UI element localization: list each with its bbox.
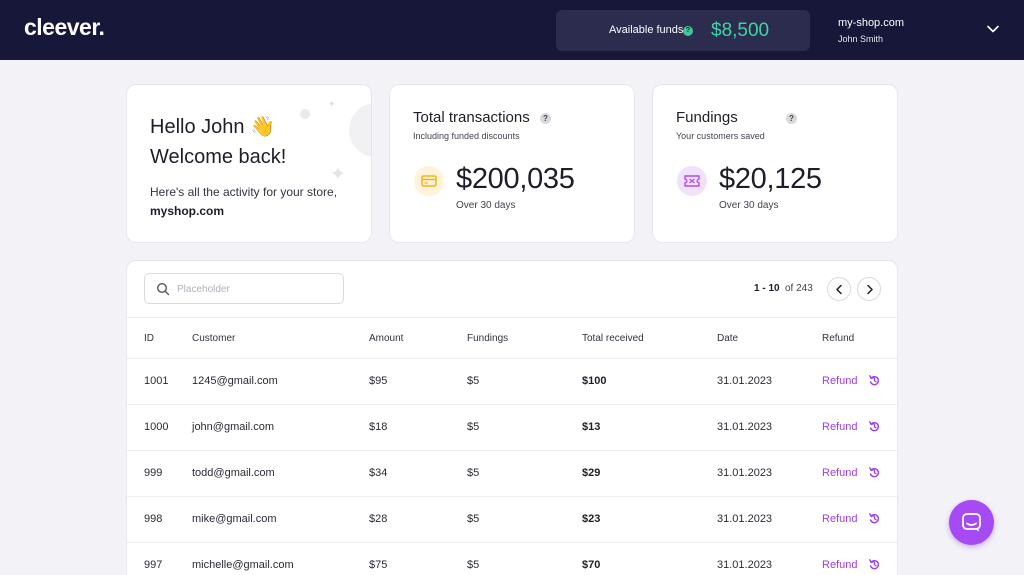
welcome-card: ✦ ✦ Hello John 👋 Welcome back! Here's al… [126,84,372,243]
cell-fundings: $5 [467,467,480,479]
table-row: 999 todd@gmail.com $34 $5 $29 31.01.2023… [127,451,897,497]
cell-amount: $18 [369,421,388,433]
greeting: Hello John 👋 [150,116,275,138]
table-header: ID Customer Amount Fundings Total receiv… [127,317,897,359]
logo[interactable]: cleever. [24,14,105,40]
cell-fundings: $5 [467,421,480,433]
ticket-icon [677,166,707,196]
column-header-amount: Amount [369,333,404,344]
question-icon[interactable]: ? [540,113,551,124]
sparkle-icon: ✦ [330,164,346,185]
refund-link[interactable]: Refund [822,421,858,433]
search-icon [156,282,170,296]
cell-date: 31.01.2023 [717,467,773,479]
card-subtitle: Your customers saved [676,131,765,141]
shop-name: my-shop.com [838,17,905,29]
cell-id: 999 [144,467,163,479]
cell-amount: $34 [369,467,388,479]
chat-icon [962,513,981,532]
cell-fundings: $5 [467,513,480,525]
total-transactions-card: Total transactions ? Including funded di… [389,84,635,243]
next-page-button[interactable] [857,277,881,301]
welcome-text: Here's all the activity for your store, [150,185,338,199]
cell-id: 998 [144,513,163,525]
cell-id: 1000 [144,421,169,433]
sparkle-icon: ✦ [328,99,336,109]
funds-label: Available funds [609,24,684,36]
pager-total: of 243 [785,283,813,294]
refund-link[interactable]: Refund [822,559,858,571]
cell-total-received: $29 [582,467,601,479]
question-icon[interactable]: ? [683,26,693,36]
cell-total-received: $100 [582,375,607,387]
table-row: 997 michelle@gmail.com $75 $5 $70 31.01.… [127,543,897,575]
cell-date: 31.01.2023 [717,559,773,571]
cell-customer: john@gmail.com [192,421,275,433]
decorative-circle [349,103,371,157]
column-header-customer: Customer [192,333,236,344]
cell-id: 997 [144,559,163,571]
period-text: Over 30 days [719,200,779,211]
funds-value: $8,500 [711,20,770,41]
transactions-table-card: 1 - 10 of 243 ID Customer Amount Funding… [126,260,898,575]
card-title: Fundings [676,109,738,126]
chevron-right-icon [867,284,873,295]
cell-amount: $75 [369,559,388,571]
column-header-fundings: Fundings [467,333,509,344]
table-row: 1000 john@gmail.com $18 $5 $13 31.01.202… [127,405,897,451]
search-box[interactable] [144,273,344,304]
column-header-total-received: Total received [582,333,644,344]
chevron-down-icon[interactable] [986,22,1000,36]
refund-icon[interactable] [868,420,881,433]
top-header: cleever. Available funds ? $8,500 my-sho… [0,0,1024,60]
cell-total-received: $23 [582,513,601,525]
cell-amount: $28 [369,513,388,525]
column-header-date: Date [717,333,739,344]
cell-date: 31.01.2023 [717,421,773,433]
cell-fundings: $5 [467,559,480,571]
cell-amount: $95 [369,375,388,387]
cell-customer: 1245@gmail.com [192,375,278,387]
cell-total-received: $13 [582,421,601,433]
cell-fundings: $5 [467,375,480,387]
store-name: myshop.com [150,204,225,218]
card-title: Total transactions [413,109,530,126]
card-subtitle: Including funded discounts [413,131,520,141]
fundings-value: $20,125 [719,163,822,195]
refund-link[interactable]: Refund [822,513,858,525]
cell-date: 31.01.2023 [717,375,773,387]
column-header-id: ID [144,333,154,344]
pager-range: 1 - 10 [754,283,780,294]
previous-page-button[interactable] [827,277,851,301]
cell-id: 1001 [144,375,169,387]
welcome-heading: Welcome back! [150,146,287,168]
chevron-left-icon [836,284,842,295]
available-funds-panel: Available funds ? $8,500 [556,10,810,51]
card-icon [414,166,444,196]
refund-icon[interactable] [868,466,881,479]
search-input[interactable] [177,280,337,298]
fundings-card: Fundings ? Your customers saved $20,125 … [652,84,898,243]
refund-link[interactable]: Refund [822,375,858,387]
transactions-value: $200,035 [456,163,575,195]
question-icon[interactable]: ? [786,113,797,124]
cell-date: 31.01.2023 [717,513,773,525]
cell-customer: todd@gmail.com [192,467,275,479]
chat-support-button[interactable] [949,500,994,545]
decorative-dot [300,109,310,119]
refund-icon[interactable] [868,558,881,571]
table-row: 998 mike@gmail.com $28 $5 $23 31.01.2023… [127,497,897,543]
cell-total-received: $70 [582,559,601,571]
period-text: Over 30 days [456,200,516,211]
cell-customer: mike@gmail.com [192,513,277,525]
column-header-refund: Refund [822,333,855,344]
user-name: John Smith [838,34,884,44]
refund-icon[interactable] [868,374,881,387]
refund-link[interactable]: Refund [822,467,858,479]
cell-customer: michelle@gmail.com [192,559,294,571]
table-row: 1001 1245@gmail.com $95 $5 $100 31.01.20… [127,359,897,405]
refund-icon[interactable] [868,512,881,525]
